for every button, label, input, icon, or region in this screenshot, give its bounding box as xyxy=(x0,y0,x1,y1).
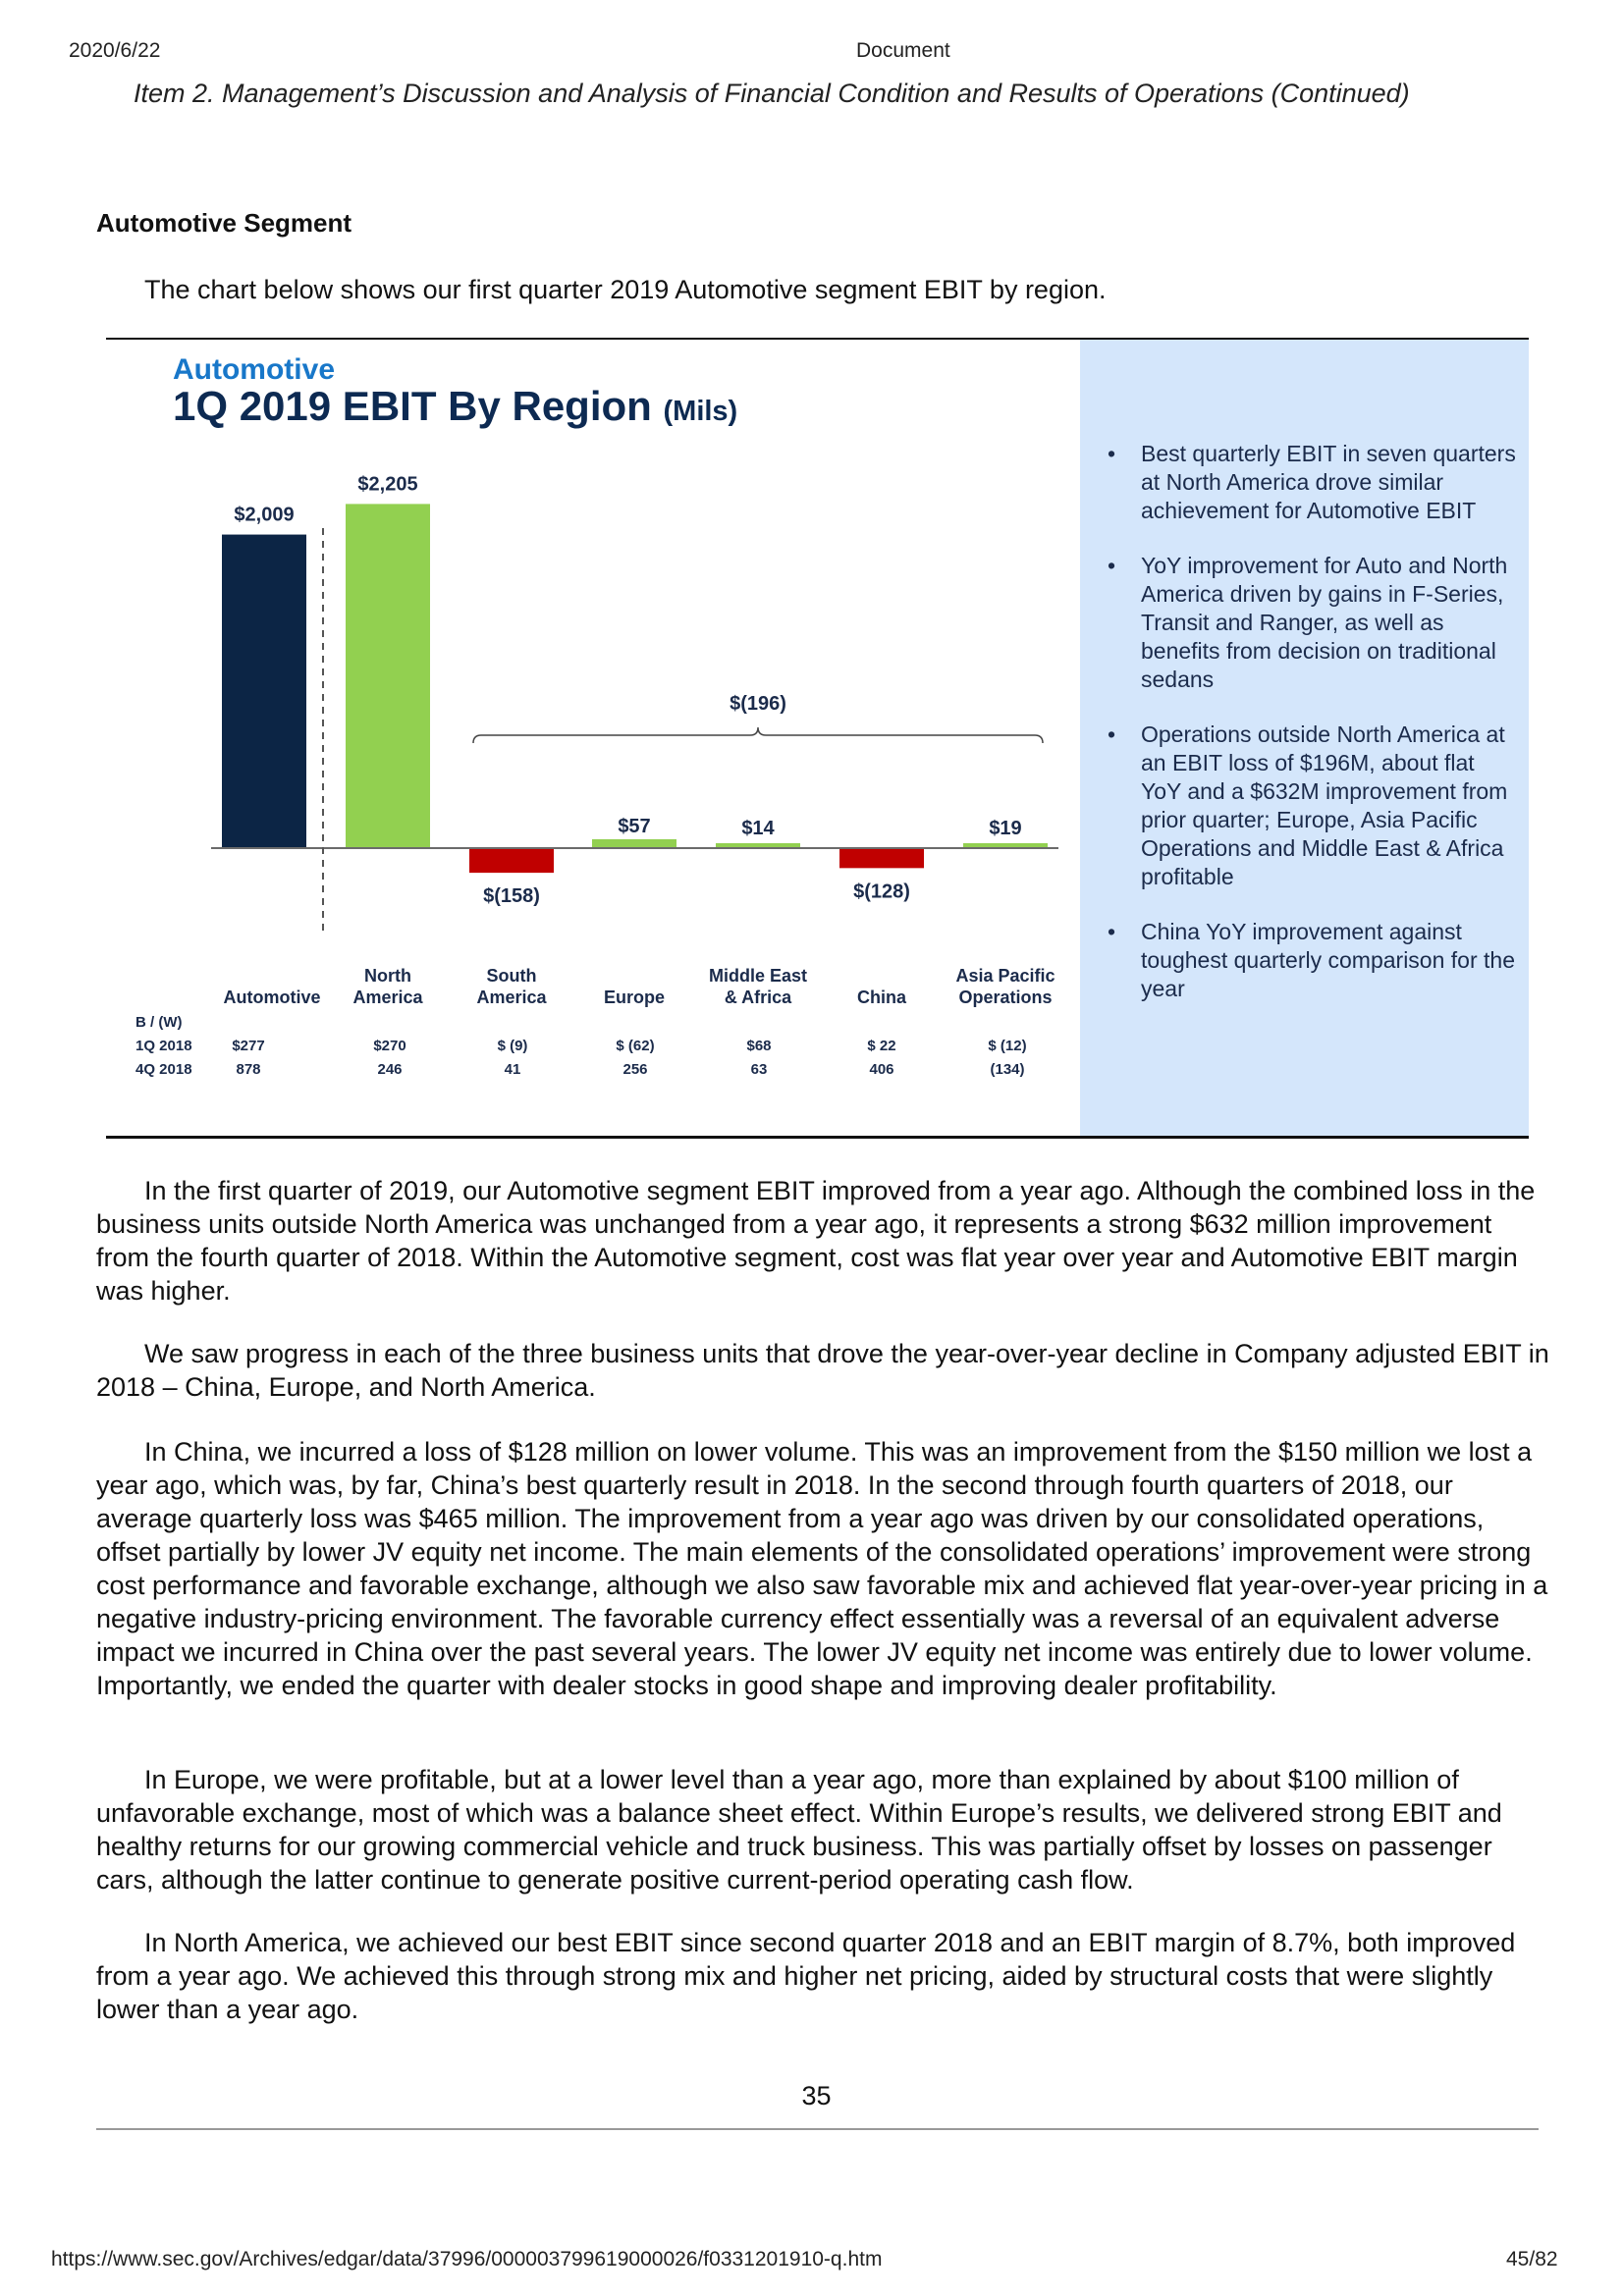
category-label: America xyxy=(476,988,547,1007)
paragraph-europe: In Europe, we were profitable, but at a … xyxy=(96,1765,1502,1895)
bar xyxy=(716,843,800,848)
category-label: Europe xyxy=(604,988,665,1007)
category-label: Operations xyxy=(958,988,1052,1007)
category-label: America xyxy=(352,988,423,1007)
bar xyxy=(839,848,924,869)
bullet-glyph: • xyxy=(1108,919,1116,944)
paragraph-china: In China, we incurred a loss of $128 mil… xyxy=(96,1437,1548,1700)
table-cell: 246 xyxy=(377,1061,402,1078)
bullet-item: • China YoY improvement against toughest … xyxy=(1104,918,1516,1003)
table-cell: 878 xyxy=(236,1061,260,1078)
slide-kicker: Automotive xyxy=(173,353,335,386)
bar xyxy=(592,838,676,848)
paragraph-north-america: In North America, we achieved our best E… xyxy=(96,1928,1516,2024)
category-label: Automotive xyxy=(224,988,321,1007)
slide-bottom-rule xyxy=(106,1136,1529,1139)
slide-top-rule xyxy=(106,338,1529,340)
bar xyxy=(346,504,430,848)
print-page-counter: 45/82 xyxy=(1506,2248,1558,2270)
bullet-text: Operations outside North America at an E… xyxy=(1141,721,1508,889)
bar-value-label: $2,205 xyxy=(357,473,417,495)
table-row-label: 1Q 2018 xyxy=(135,1038,192,1054)
bracket-label: $(196) xyxy=(730,693,786,715)
bullet-text: China YoY improvement against toughest q… xyxy=(1141,919,1515,1001)
slide-title-text: 1Q 2019 EBIT By Region xyxy=(173,383,652,429)
section-title: Automotive Segment xyxy=(96,208,352,238)
paragraph-overview: In the first quarter of 2019, our Automo… xyxy=(96,1176,1536,1306)
bar xyxy=(222,534,306,848)
bar-value-label: $2,009 xyxy=(234,505,294,526)
print-date: 2020/6/22 xyxy=(69,39,161,62)
category-label: Middle East xyxy=(709,966,807,986)
section-intro: The chart below shows our first quarter … xyxy=(144,275,1107,304)
item-heading: Item 2. Management’s Discussion and Anal… xyxy=(134,79,1410,108)
table-cell: $ (12) xyxy=(988,1038,1026,1054)
category-label: Asia Pacific xyxy=(955,966,1055,986)
commentary-bullets: • Best quarterly EBIT in seven quarters a… xyxy=(1104,440,1516,1030)
category-label: China xyxy=(857,988,907,1007)
table-cell: 41 xyxy=(505,1061,521,1078)
bar-value-label: $57 xyxy=(618,816,650,837)
bullet-glyph: • xyxy=(1108,721,1116,747)
bullet-item: • Operations outside North America at an … xyxy=(1104,721,1516,891)
commentary-panel xyxy=(1080,340,1529,1136)
table-cell: 406 xyxy=(869,1061,893,1078)
page-number: 35 xyxy=(801,2081,832,2110)
category-label: North xyxy=(364,966,411,986)
category-label: & Africa xyxy=(725,988,792,1007)
category-label: South xyxy=(487,966,537,986)
table-cell: 256 xyxy=(622,1061,647,1078)
table-cell: (134) xyxy=(990,1061,1024,1078)
bullet-item: • Best quarterly EBIT in seven quarters a… xyxy=(1104,440,1516,525)
bar-value-label: $14 xyxy=(741,818,775,839)
bracket xyxy=(472,726,1044,744)
table-cell: $68 xyxy=(746,1038,771,1054)
table-cell: $270 xyxy=(373,1038,406,1054)
print-doc-title: Document xyxy=(856,39,950,62)
bar-value-label: $(128) xyxy=(853,881,910,902)
table-cell: $277 xyxy=(232,1038,264,1054)
bullet-text: YoY improvement for Auto and North Ameri… xyxy=(1141,553,1508,692)
table-row-label: 4Q 2018 xyxy=(135,1061,192,1078)
paragraph-progress: We saw progress in each of the three bus… xyxy=(96,1339,1549,1402)
table-cell: 63 xyxy=(751,1061,768,1078)
bullet-item: • YoY improvement for Auto and North Amer… xyxy=(1104,552,1516,694)
slide-title-unit: (Mils) xyxy=(663,396,738,427)
bar xyxy=(469,848,554,874)
ebit-by-region-chart: $2,009 $2,205 $(158) $57 $14 $(128) $19 $(196) A… xyxy=(135,473,1058,1078)
table-cell: $ (9) xyxy=(498,1038,528,1054)
bar-value-label: $19 xyxy=(989,818,1021,839)
table-cell: $ (62) xyxy=(616,1038,654,1054)
table-row-header: B / (W) xyxy=(135,1014,182,1031)
page-bottom-rule xyxy=(96,2128,1539,2130)
bullet-glyph: • xyxy=(1108,553,1116,578)
slide-title: 1Q 2019 EBIT By Region (Mils) xyxy=(173,383,737,430)
bar-value-label: $(158) xyxy=(483,885,540,907)
bar xyxy=(963,843,1048,848)
bullet-text: Best quarterly EBIT in seven quarters at… xyxy=(1141,441,1516,523)
table-cell: $ 22 xyxy=(867,1038,895,1054)
print-url: https://www.sec.gov/Archives/edgar/data/… xyxy=(51,2248,883,2270)
bullet-glyph: • xyxy=(1108,441,1116,466)
